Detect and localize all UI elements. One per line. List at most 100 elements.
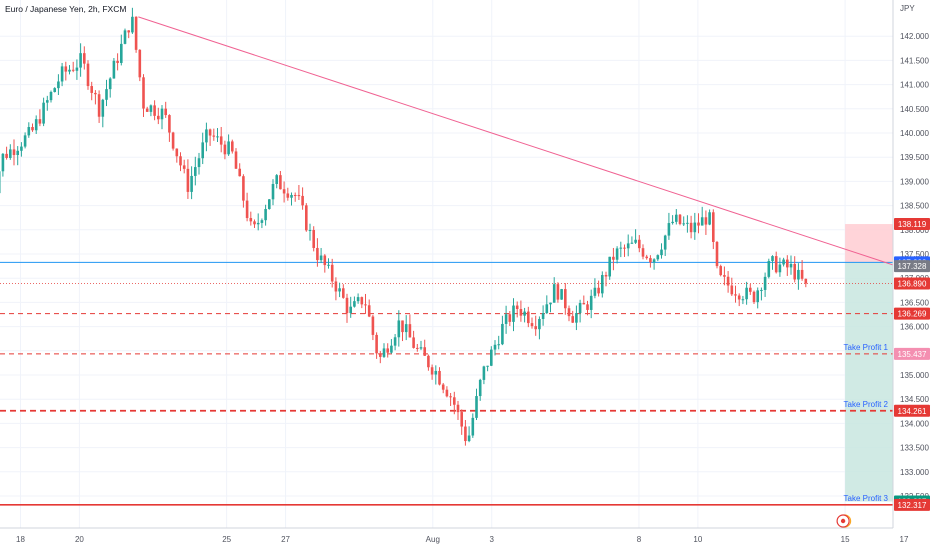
- candle-body: [804, 278, 808, 284]
- y-tick-label: 134.500: [900, 395, 929, 404]
- price-axis[interactable]: [893, 0, 932, 550]
- candle-body: [131, 16, 134, 33]
- candle-body: [293, 194, 297, 196]
- candle-body: [530, 323, 534, 327]
- candle-body: [334, 281, 338, 292]
- candle-body: [216, 136, 219, 138]
- candle-body: [286, 193, 290, 198]
- candle-body: [279, 175, 282, 190]
- candle-body: [153, 105, 156, 116]
- candle-body: [205, 129, 208, 143]
- candle-body: [641, 248, 645, 257]
- candle-body: [726, 276, 730, 286]
- candle-body: [46, 100, 49, 103]
- price-badge: [894, 404, 930, 417]
- candle-body: [449, 396, 452, 398]
- x-tick-label: 27: [281, 535, 290, 544]
- candle-body: [164, 108, 168, 116]
- candle-body: [460, 412, 464, 427]
- candle-body: [416, 347, 419, 349]
- x-tick-label: 3: [489, 535, 494, 544]
- price-badge: [894, 307, 930, 320]
- level-name: Take Profit 2: [844, 400, 889, 409]
- candle-body: [645, 256, 649, 259]
- candle-body: [312, 229, 316, 248]
- candle-body: [20, 146, 23, 151]
- level-name: Take Profit 1: [844, 343, 889, 352]
- symbol-title: Euro / Japanese Yen, 2h, FXCM: [5, 4, 127, 14]
- candle-body: [86, 63, 90, 87]
- candle-body: [108, 78, 112, 90]
- candle-body: [697, 222, 700, 226]
- x-tick-label: Aug: [426, 535, 440, 544]
- candle-body: [626, 243, 630, 249]
- candle-body: [23, 135, 27, 147]
- candle-body: [700, 217, 704, 226]
- candle-body: [197, 158, 201, 168]
- candle-body: [120, 43, 123, 63]
- candle-body: [704, 217, 708, 225]
- candle-body: [693, 222, 697, 233]
- candle-body: [375, 334, 378, 354]
- candle-body: [686, 222, 689, 224]
- candle-body: [638, 239, 641, 249]
- candle-body: [171, 132, 175, 149]
- candle-body: [763, 276, 767, 290]
- candle-body: [663, 235, 667, 250]
- candle-body: [441, 384, 445, 390]
- candle-body: [504, 314, 508, 324]
- candle-body: [308, 229, 312, 231]
- price-badge-label: 136.269: [898, 310, 927, 319]
- candle-body: [475, 396, 478, 418]
- y-tick-label: 142.000: [900, 32, 929, 41]
- y-tick-label: 135.000: [900, 371, 929, 380]
- trendline[interactable]: [138, 16, 932, 317]
- candle-body: [519, 309, 523, 316]
- candle-body: [338, 288, 341, 292]
- candle-body: [342, 288, 345, 298]
- y-tick-label: 138.500: [900, 202, 929, 211]
- candle-body: [316, 247, 319, 261]
- candle-body: [438, 370, 441, 385]
- candle-body: [1, 153, 5, 172]
- price-badge: [894, 277, 930, 290]
- price-badge-label: 138.119: [898, 220, 927, 229]
- economic-event-dot-icon: [840, 518, 846, 524]
- x-tick-label: 10: [693, 535, 702, 544]
- candle-body: [623, 247, 626, 249]
- candle-body: [793, 263, 797, 280]
- candle-body: [379, 353, 382, 357]
- candle-body: [589, 295, 593, 310]
- candle-body: [549, 302, 552, 305]
- candle-body: [797, 269, 800, 280]
- candle-body: [660, 249, 663, 256]
- candle-body: [604, 275, 608, 277]
- candle-body: [490, 349, 493, 366]
- candle-body: [675, 214, 678, 222]
- price-badge-label: 135.437: [898, 350, 927, 359]
- candle-body: [541, 313, 545, 319]
- candle-body: [127, 30, 131, 33]
- candle-body: [634, 239, 637, 243]
- candle-body: [745, 287, 748, 300]
- x-tick-label: 20: [75, 535, 84, 544]
- candle-body: [774, 256, 778, 273]
- candle-body: [771, 256, 774, 262]
- candle-body: [49, 91, 53, 101]
- candle-body: [201, 142, 205, 159]
- candle-body: [423, 347, 427, 356]
- candle-body: [393, 337, 397, 346]
- candle-body: [712, 212, 715, 242]
- candle-body: [168, 115, 171, 133]
- candle-body: [497, 344, 501, 346]
- candle-body: [208, 129, 212, 136]
- time-axis[interactable]: [0, 528, 932, 550]
- candle-body: [253, 221, 256, 225]
- candle-body: [116, 60, 119, 63]
- candle-body: [264, 209, 267, 221]
- y-tick-label: 134.000: [900, 419, 929, 428]
- candle-body: [512, 305, 515, 322]
- candle-body: [730, 285, 734, 295]
